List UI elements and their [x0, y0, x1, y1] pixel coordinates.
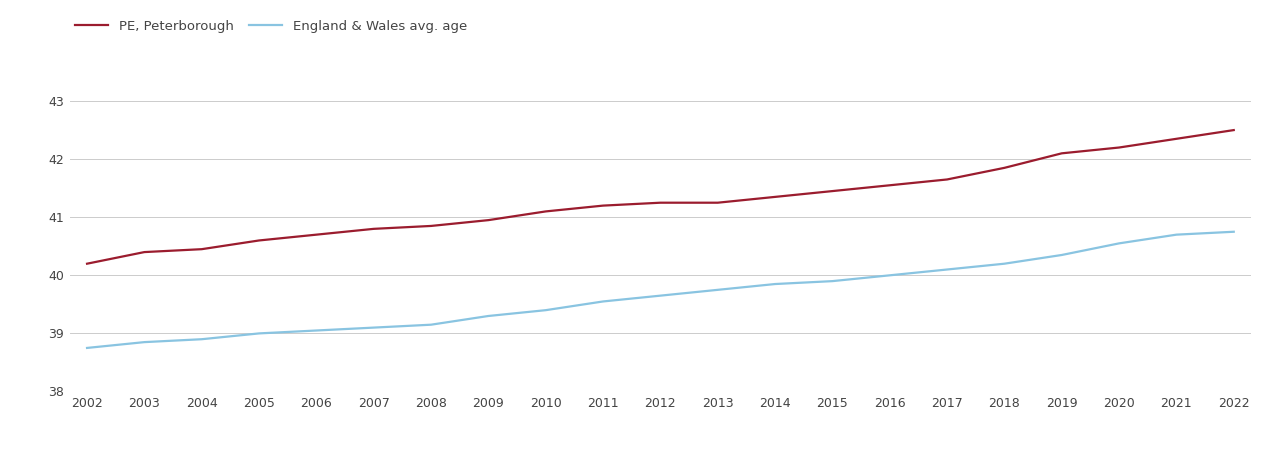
PE, Peterborough	[1054, 151, 1069, 156]
England & Wales avg. age	[423, 322, 438, 328]
Line: PE, Peterborough: PE, Peterborough	[88, 130, 1233, 264]
England & Wales avg. age	[883, 273, 898, 278]
England & Wales avg. age	[366, 325, 381, 330]
PE, Peterborough	[194, 247, 210, 252]
PE, Peterborough	[767, 194, 782, 200]
PE, Peterborough	[940, 177, 955, 182]
England & Wales avg. age	[710, 287, 725, 292]
PE, Peterborough	[366, 226, 381, 232]
PE, Peterborough	[481, 217, 497, 223]
England & Wales avg. age	[137, 339, 152, 345]
England & Wales avg. age	[538, 307, 554, 313]
PE, Peterborough	[1226, 127, 1241, 133]
PE, Peterborough	[997, 165, 1012, 171]
PE, Peterborough	[824, 189, 839, 194]
England & Wales avg. age	[1226, 229, 1241, 234]
PE, Peterborough	[538, 209, 554, 214]
England & Wales avg. age	[940, 267, 955, 272]
PE, Peterborough	[80, 261, 95, 266]
England & Wales avg. age	[1054, 252, 1069, 258]
England & Wales avg. age	[251, 331, 267, 336]
PE, Peterborough	[423, 223, 438, 229]
England & Wales avg. age	[767, 281, 782, 287]
PE, Peterborough	[251, 238, 267, 243]
England & Wales avg. age	[1168, 232, 1184, 237]
PE, Peterborough	[309, 232, 324, 237]
PE, Peterborough	[1111, 145, 1126, 150]
England & Wales avg. age	[596, 299, 611, 304]
PE, Peterborough	[710, 200, 725, 205]
England & Wales avg. age	[653, 293, 668, 298]
Line: England & Wales avg. age: England & Wales avg. age	[88, 232, 1233, 348]
England & Wales avg. age	[824, 279, 839, 284]
England & Wales avg. age	[309, 328, 324, 333]
PE, Peterborough	[596, 203, 611, 208]
PE, Peterborough	[883, 183, 898, 188]
PE, Peterborough	[1168, 136, 1184, 141]
PE, Peterborough	[137, 249, 152, 255]
Legend: PE, Peterborough, England & Wales avg. age: PE, Peterborough, England & Wales avg. a…	[70, 14, 472, 38]
PE, Peterborough	[653, 200, 668, 205]
England & Wales avg. age	[80, 345, 95, 351]
England & Wales avg. age	[194, 337, 210, 342]
England & Wales avg. age	[997, 261, 1012, 266]
England & Wales avg. age	[1111, 241, 1126, 246]
England & Wales avg. age	[481, 313, 497, 319]
